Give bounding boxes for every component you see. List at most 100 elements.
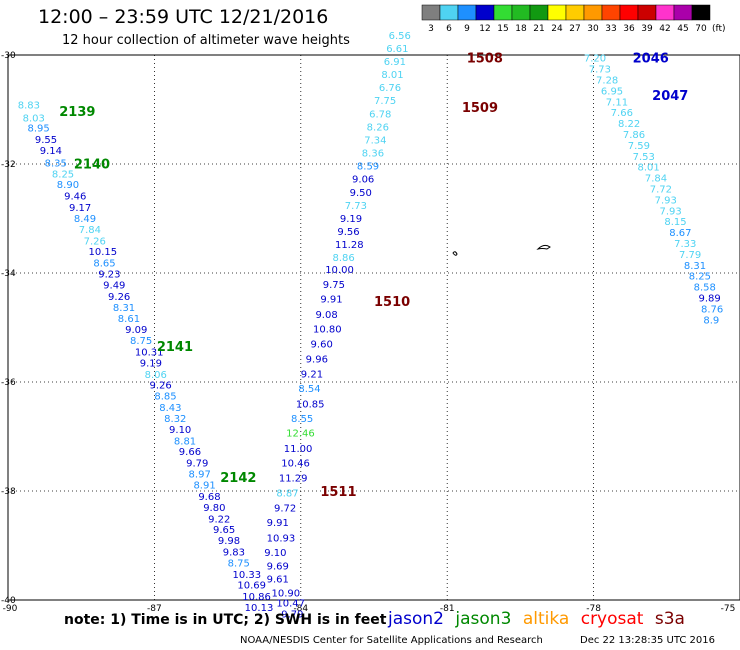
color-scale-bar: 3 6 9 12 15 18 21 24 27 30 33 36 39 42 45 70 (ft) — [421, 4, 726, 34]
scale-swatch-18 — [511, 4, 531, 21]
swh-value: 7.72 — [650, 185, 672, 196]
swh-value: 8.97 — [189, 470, 211, 481]
swh-value: 7.84 — [79, 225, 101, 236]
swh-value: 8.67 — [669, 228, 691, 239]
swh-value: 9.91 — [320, 295, 342, 306]
swh-value: 10.93 — [267, 533, 296, 544]
swh-value: 9.23 — [98, 270, 120, 281]
map-frame — [7, 54, 740, 601]
swh-value: 6.91 — [384, 57, 406, 68]
swh-value: 10.86 — [242, 592, 271, 603]
pass-labels: 2139 2140 2141 2142 1508 1509 1510 1511 2046 2047 — [59, 52, 688, 500]
swh-value: 11.28 — [335, 240, 364, 251]
swh-value: 10.31 — [135, 347, 164, 358]
swh-value: 8.01 — [638, 163, 660, 174]
swh-value: 8.76 — [701, 304, 723, 315]
swh-value: 9.65 — [213, 525, 235, 536]
scale-swatch-27 — [565, 4, 585, 21]
track-cryosat-ascending: 8.86 11.28 9.56 9.19 7.73 9.50 9.06 8.59 8.36 7.3… — [333, 31, 411, 264]
scale-label-24: 24 — [551, 24, 563, 34]
chart-title: 12:00 – 23:59 UTC 12/21/2016 — [38, 6, 329, 28]
scale-swatch-33 — [601, 4, 621, 21]
scale-label-33: 33 — [605, 24, 616, 34]
track-jason3-descending: 8.83 8.038.959.559.148.358.258.909.469.17… — [18, 101, 274, 614]
swh-value: 7.20 — [584, 54, 606, 65]
swh-value: 8.75 — [228, 558, 250, 569]
lon-label: -78 — [586, 604, 601, 614]
swh-value: 9.75 — [323, 280, 345, 291]
lon-label: -87 — [147, 604, 162, 614]
swh-value: 10.33 — [232, 570, 261, 581]
swh-value: 7.73 — [589, 65, 611, 76]
swh-value: 8.35 — [45, 158, 67, 169]
scale-label-3: 3 — [428, 24, 434, 34]
swh-value: 10.00 — [325, 265, 354, 276]
swh-value: 8.81 — [174, 436, 196, 447]
scale-label-12: 12 — [479, 24, 490, 34]
swh-value: 9.72 — [274, 503, 296, 514]
scale-swatch-30 — [583, 4, 603, 21]
swh-value: 7.93 — [655, 195, 677, 206]
scale-swatch-12 — [475, 4, 495, 21]
scale-unit: (ft) — [712, 24, 726, 34]
swh-value: 8.59 — [357, 162, 379, 173]
scale-swatch-3 — [421, 4, 441, 21]
swh-value: 9.19 — [140, 358, 162, 369]
swh-value: 9.98 — [218, 536, 240, 547]
scale-label-21: 21 — [533, 24, 544, 34]
swh-value: 9.80 — [203, 503, 225, 514]
island-shape — [452, 251, 458, 256]
swh-value: 10.80 — [313, 325, 342, 336]
scale-label-39: 39 — [641, 24, 653, 34]
swh-value: 9.26 — [150, 381, 172, 392]
coastline-islands — [452, 244, 551, 256]
swh-value: 11.00 — [284, 444, 313, 455]
pass-number: 1511 — [320, 485, 356, 500]
swh-value: 8.83 — [18, 101, 40, 112]
swh-value: 9.10 — [169, 425, 191, 436]
swh-value: 10.13 — [245, 603, 274, 614]
swh-value: 8.55 — [291, 414, 313, 425]
swh-value: 10.46 — [281, 459, 310, 470]
swh-value: 8.26 — [367, 122, 389, 133]
swh-value: 8.9 — [703, 315, 719, 326]
swh-value: 8.49 — [74, 214, 96, 225]
swh-value: 9.66 — [179, 447, 201, 458]
swh-value: 9.22 — [208, 514, 230, 525]
swh-value: 7.75 — [374, 96, 396, 107]
swh-value: 9.06 — [352, 175, 374, 186]
scale-swatch-9 — [457, 4, 477, 21]
swh-value: 9.79 — [281, 610, 303, 621]
swh-value: 10.69 — [237, 581, 266, 592]
swh-value: 7.28 — [596, 76, 618, 87]
swh-value: 8.06 — [145, 370, 167, 381]
island-shape — [536, 244, 551, 250]
swh-value: 8.43 — [159, 403, 181, 414]
scale-label-9: 9 — [464, 24, 470, 34]
legend-cryosat: cryosat — [580, 609, 644, 629]
lat-label: -34 — [1, 269, 16, 279]
swh-value: 7.66 — [611, 108, 633, 119]
swh-value: 8.90 — [57, 180, 79, 191]
swh-value: 8.03 — [23, 114, 45, 125]
swh-value: 9.10 — [264, 548, 286, 559]
swh-value: 7.53 — [633, 152, 655, 163]
swh-value: 6.78 — [369, 109, 391, 120]
credit-line: NOAA/NESDIS Center for Satellite Applica… — [240, 635, 543, 646]
scale-label-45: 45 — [677, 24, 688, 34]
swh-value: 8.36 — [362, 149, 384, 160]
swh-value: 8.25 — [689, 272, 711, 283]
units-note: note: 1) Time is in UTC; 2) SWH is in fe… — [64, 612, 387, 628]
legend-altika: altika — [522, 609, 570, 629]
lat-label: -30 — [1, 51, 16, 61]
swh-value: 10.85 — [296, 399, 325, 410]
swh-value: 10.47 — [276, 599, 305, 610]
lat-label: -32 — [1, 160, 16, 170]
swh-value: 7.86 — [623, 130, 645, 141]
pass-number: 2142 — [220, 471, 256, 486]
pass-number: 2139 — [59, 105, 95, 120]
swh-value: 9.08 — [315, 310, 337, 321]
swh-value: 9.68 — [198, 492, 220, 503]
swh-value: 8.01 — [381, 70, 403, 81]
